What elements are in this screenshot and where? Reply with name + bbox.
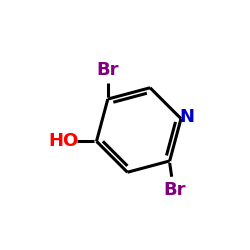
Text: Br: Br [164,181,186,199]
Text: HO: HO [49,132,79,150]
Text: N: N [180,108,195,126]
Text: Br: Br [96,61,119,79]
